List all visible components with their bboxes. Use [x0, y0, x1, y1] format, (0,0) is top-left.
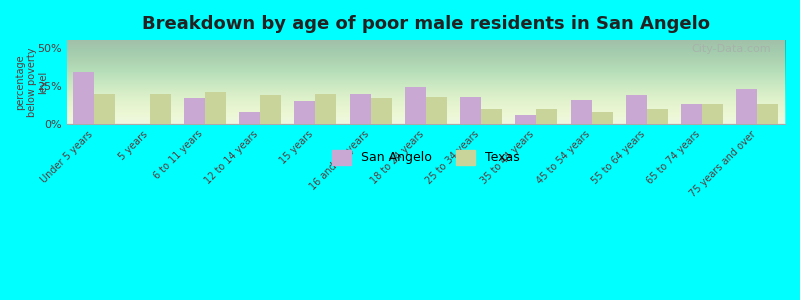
Y-axis label: percentage
below poverty
level: percentage below poverty level [15, 47, 48, 117]
Bar [405, 87, 426, 124]
Bar [460, 97, 481, 124]
Bar [239, 112, 260, 124]
Bar [592, 112, 613, 124]
Bar [426, 97, 447, 124]
Bar [260, 95, 281, 124]
Bar [758, 104, 778, 124]
Text: City-Data.com: City-Data.com [691, 44, 770, 54]
Bar [647, 109, 668, 124]
Bar [536, 109, 558, 124]
Bar [681, 104, 702, 124]
Bar [74, 72, 94, 124]
Bar [205, 92, 226, 124]
Bar [350, 94, 370, 124]
Bar [294, 101, 315, 124]
Title: Breakdown by age of poor male residents in San Angelo: Breakdown by age of poor male residents … [142, 15, 710, 33]
Bar [184, 98, 205, 124]
Bar [94, 94, 115, 124]
Bar [481, 109, 502, 124]
Bar [515, 115, 536, 124]
Legend: San Angelo, Texas: San Angelo, Texas [327, 145, 525, 170]
Bar [626, 95, 647, 124]
Bar [150, 94, 170, 124]
Bar [702, 104, 723, 124]
Bar [315, 94, 336, 124]
Bar [370, 98, 392, 124]
Bar [570, 100, 592, 124]
Bar [736, 89, 758, 124]
